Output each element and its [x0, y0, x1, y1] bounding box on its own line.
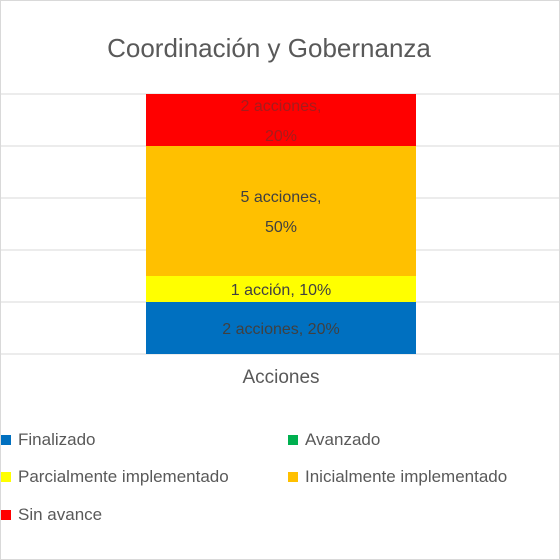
- legend-swatch: [288, 472, 298, 482]
- category-label: Acciones: [242, 367, 319, 388]
- data-label: 5 acciones, 50%: [241, 189, 322, 236]
- legend-swatch: [1, 510, 11, 520]
- legend-swatch: [1, 472, 11, 482]
- chart-title: Coordinación y Gobernanza: [107, 33, 431, 63]
- data-label: 1 acción, 10%: [231, 282, 332, 299]
- legend-label: Inicialmente implementado: [305, 467, 508, 486]
- legend-swatch: [1, 435, 11, 445]
- data-label: 2 acciones, 20%: [241, 98, 322, 145]
- legend: Finalizado Avanzado Parcialmente implement…: [1, 423, 560, 553]
- data-labels: 2 acciones, 20% 1 acción, 10% 5 acciones, 5…: [222, 98, 339, 338]
- bar-segment-inicialmente-implementado: [146, 146, 416, 276]
- bar-segment-sin-avance: [146, 94, 416, 146]
- legend-item: Parcialmente implementado: [1, 467, 229, 487]
- legend-label: Avanzado: [305, 430, 381, 449]
- data-label: 2 acciones, 20%: [222, 321, 339, 338]
- legend-swatch: [288, 435, 298, 445]
- legend-item: Avanzado: [288, 430, 380, 450]
- legend-item: Inicialmente implementado: [288, 467, 507, 487]
- bar-segment-finalizado: [146, 302, 416, 354]
- legend-item: Finalizado: [1, 430, 96, 450]
- legend-item: Sin avance: [1, 505, 102, 525]
- legend-label: Sin avance: [18, 505, 103, 524]
- legend-label: Finalizado: [18, 430, 96, 449]
- bar-segments: [146, 94, 416, 354]
- bar-segment-parcialmente-implementado: [146, 276, 416, 302]
- legend-label: Parcialmente implementado: [18, 467, 229, 486]
- chart-plot: Coordinación y Gobernanza 2 acciones, 20…: [1, 33, 560, 388]
